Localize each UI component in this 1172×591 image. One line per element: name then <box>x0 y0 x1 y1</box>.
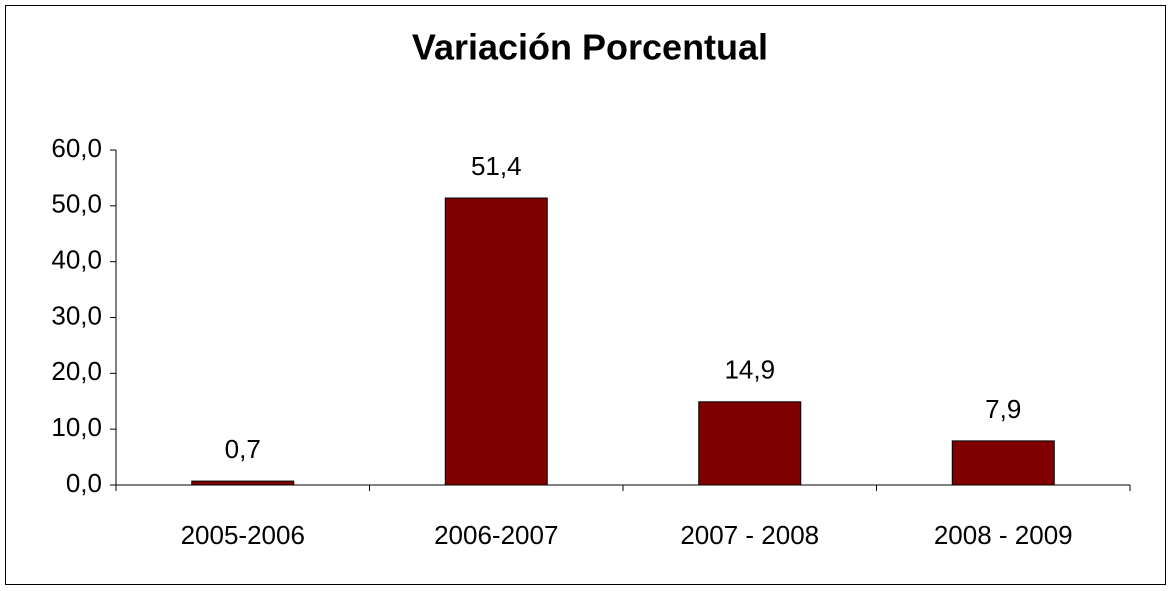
value-label: 51,4 <box>471 151 522 181</box>
bar <box>698 401 802 486</box>
bar <box>444 197 548 486</box>
x-tick-label: 2005-2006 <box>181 520 305 550</box>
y-tick-label: 30,0 <box>51 300 102 330</box>
value-label: 14,9 <box>724 355 775 385</box>
bar <box>951 440 1055 486</box>
bar <box>191 480 295 486</box>
y-tick-label: 50,0 <box>51 189 102 219</box>
value-label: 7,9 <box>985 394 1021 424</box>
y-tick-label: 20,0 <box>51 356 102 386</box>
x-tick-label: 2007 - 2008 <box>680 520 819 550</box>
x-tick-label: 2008 - 2009 <box>934 520 1073 550</box>
y-tick-label: 10,0 <box>51 412 102 442</box>
y-tick-label: 60,0 <box>51 133 102 163</box>
value-label: 0,7 <box>225 434 261 464</box>
y-tick-label: 40,0 <box>51 245 102 275</box>
chart-title: Variación Porcentual <box>412 27 768 68</box>
x-tick-label: 2006-2007 <box>434 520 558 550</box>
chart-border <box>5 5 1166 585</box>
y-tick-label: 0,0 <box>66 468 102 498</box>
